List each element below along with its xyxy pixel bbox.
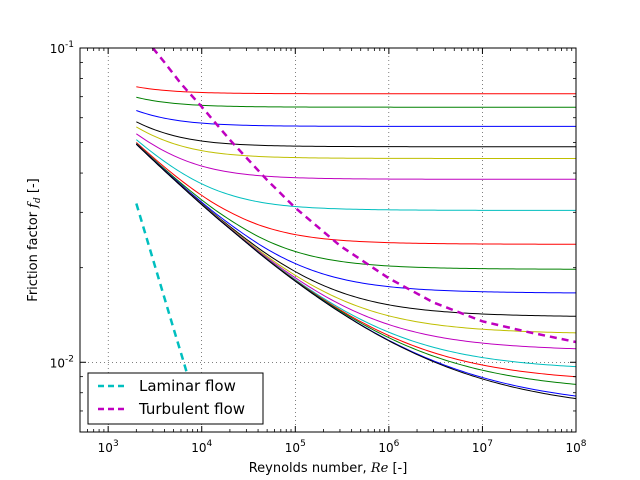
roughness-curve bbox=[135, 143, 576, 317]
roughness-curve bbox=[135, 143, 576, 294]
reference-lines bbox=[135, 48, 576, 394]
legend-entry-laminar: Laminar flow bbox=[139, 377, 236, 395]
roughness-curve bbox=[135, 143, 576, 334]
roughness-curve bbox=[136, 121, 576, 148]
roughness-curve bbox=[135, 142, 576, 270]
y-tick-labels: 10-2 10-1 bbox=[50, 40, 74, 370]
roughness-curve bbox=[136, 126, 576, 159]
roughness-curve bbox=[135, 143, 576, 385]
x-tick-label: 105 bbox=[285, 439, 306, 455]
x-tick-label: 106 bbox=[378, 439, 399, 455]
roughness-curve bbox=[136, 86, 576, 95]
turbulent-flow-line bbox=[151, 48, 576, 344]
roughness-curve bbox=[135, 143, 576, 397]
x-tick-label: 104 bbox=[191, 439, 212, 455]
legend-box bbox=[87, 372, 264, 425]
roughness-curve bbox=[136, 96, 576, 108]
roughness-curve bbox=[135, 143, 576, 400]
roughness-curve bbox=[136, 139, 576, 211]
roughness-curve bbox=[135, 142, 576, 245]
y-tick-label: 10-1 bbox=[50, 40, 74, 56]
laminar-flow-line bbox=[135, 203, 194, 394]
x-tick-label: 103 bbox=[98, 439, 119, 455]
roughness-curve bbox=[135, 143, 576, 350]
legend-entry-turbulent: Turbulent flow bbox=[138, 400, 245, 418]
x-tick-labels: 103 104 105 106 107 108 bbox=[98, 439, 587, 455]
roughness-curves bbox=[135, 86, 576, 400]
x-axis-label: Reynolds number, Re [-] bbox=[249, 461, 408, 476]
legend: Laminar flow Turbulent flow bbox=[87, 372, 264, 425]
roughness-curve bbox=[136, 110, 576, 127]
roughness-curve bbox=[136, 133, 576, 180]
plot-frame bbox=[79, 47, 577, 433]
y-tick-label: 10-2 bbox=[50, 354, 74, 370]
y-axis-label: Friction factor fd [-] bbox=[26, 178, 43, 301]
x-tick-label: 108 bbox=[565, 439, 586, 455]
axis-ticks bbox=[79, 47, 577, 433]
x-tick-label: 107 bbox=[472, 439, 493, 455]
